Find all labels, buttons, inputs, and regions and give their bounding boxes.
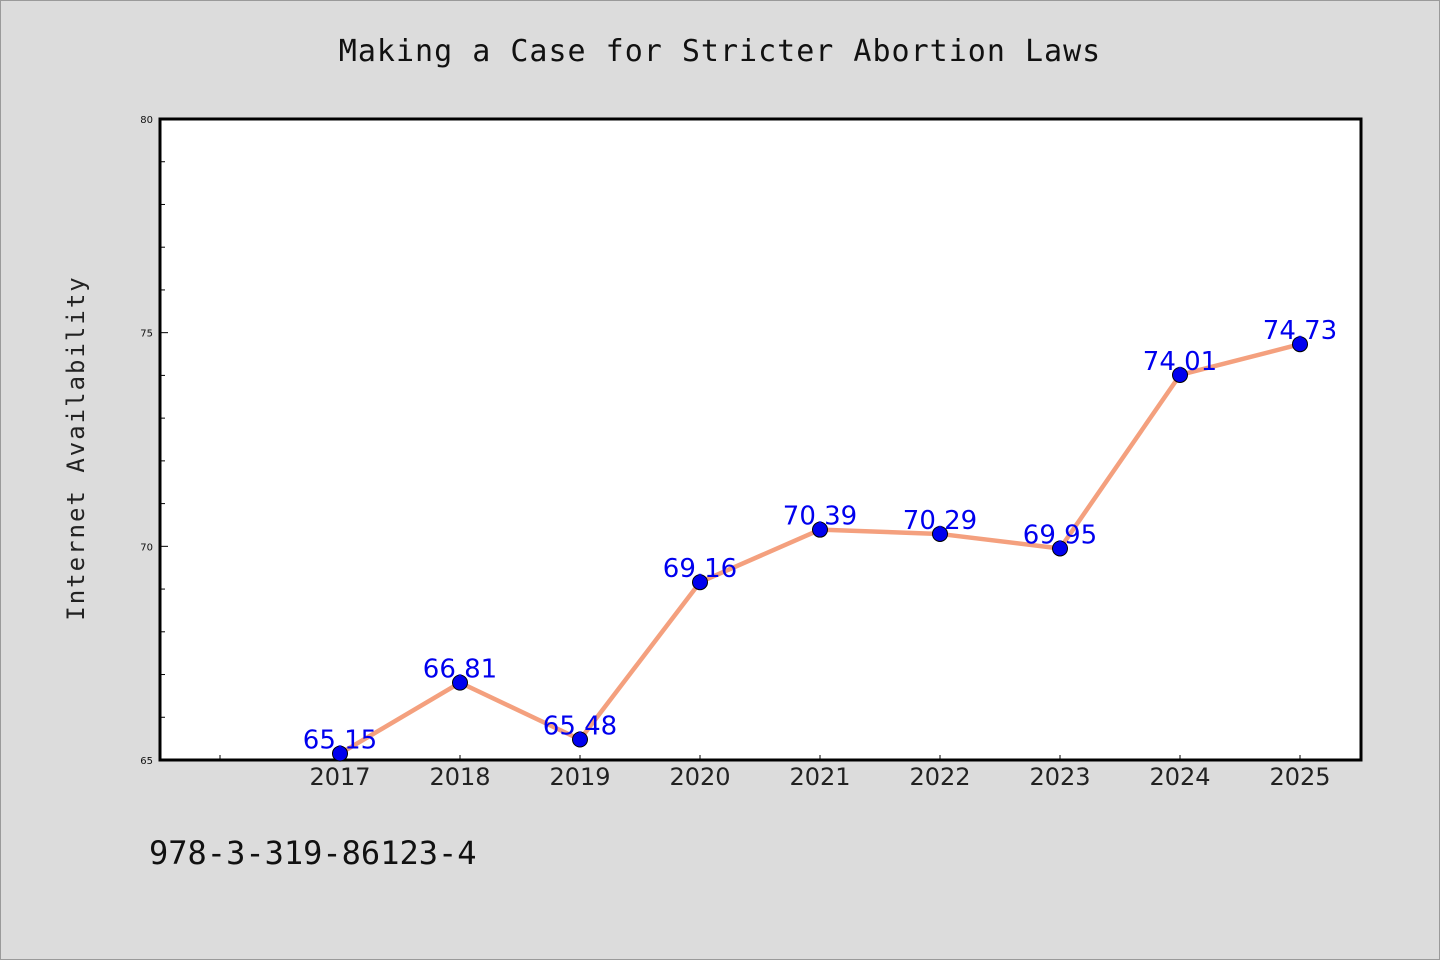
x-tick-label: 2018	[429, 763, 490, 791]
x-tick-label: 2017	[309, 763, 370, 791]
data-point	[452, 674, 468, 691]
data-label: 69.16	[663, 554, 737, 584]
chart-title: Making a Case for Stricter Abortion Laws	[338, 34, 1102, 69]
y-tick-label: 80	[140, 115, 153, 126]
data-point	[1292, 336, 1308, 353]
data-label: 65.15	[303, 726, 377, 756]
data-label: 70.29	[903, 506, 977, 536]
y-tick-label: 65	[140, 756, 153, 767]
data-label: 66.81	[423, 655, 497, 685]
data-point	[572, 731, 588, 748]
data-label: 70.39	[783, 502, 857, 532]
x-tick-label: 2023	[1029, 763, 1090, 791]
y-tick-label: 75	[140, 329, 153, 340]
plot-area	[158, 117, 1363, 762]
data-label: 69.95	[1023, 520, 1097, 550]
x-tick-label: 2021	[789, 763, 850, 791]
x-tick-label: 2020	[669, 763, 730, 791]
data-point	[332, 745, 348, 762]
x-tick-label: 2024	[1149, 763, 1210, 791]
data-point	[1052, 540, 1068, 557]
x-tick-label: 2022	[909, 763, 970, 791]
data-label: 74.73	[1263, 316, 1337, 346]
y-tick-label: 70	[140, 542, 153, 553]
data-point	[692, 574, 708, 591]
data-label: 65.48	[543, 711, 617, 741]
data-point	[1172, 366, 1188, 383]
data-point	[812, 521, 828, 538]
data-label: 74.01	[1143, 347, 1217, 377]
isbn-code: 978-3-319-86123-4	[149, 834, 477, 872]
x-tick-label: 2019	[549, 763, 610, 791]
x-tick-label: 2025	[1269, 763, 1330, 791]
data-point	[932, 525, 948, 542]
